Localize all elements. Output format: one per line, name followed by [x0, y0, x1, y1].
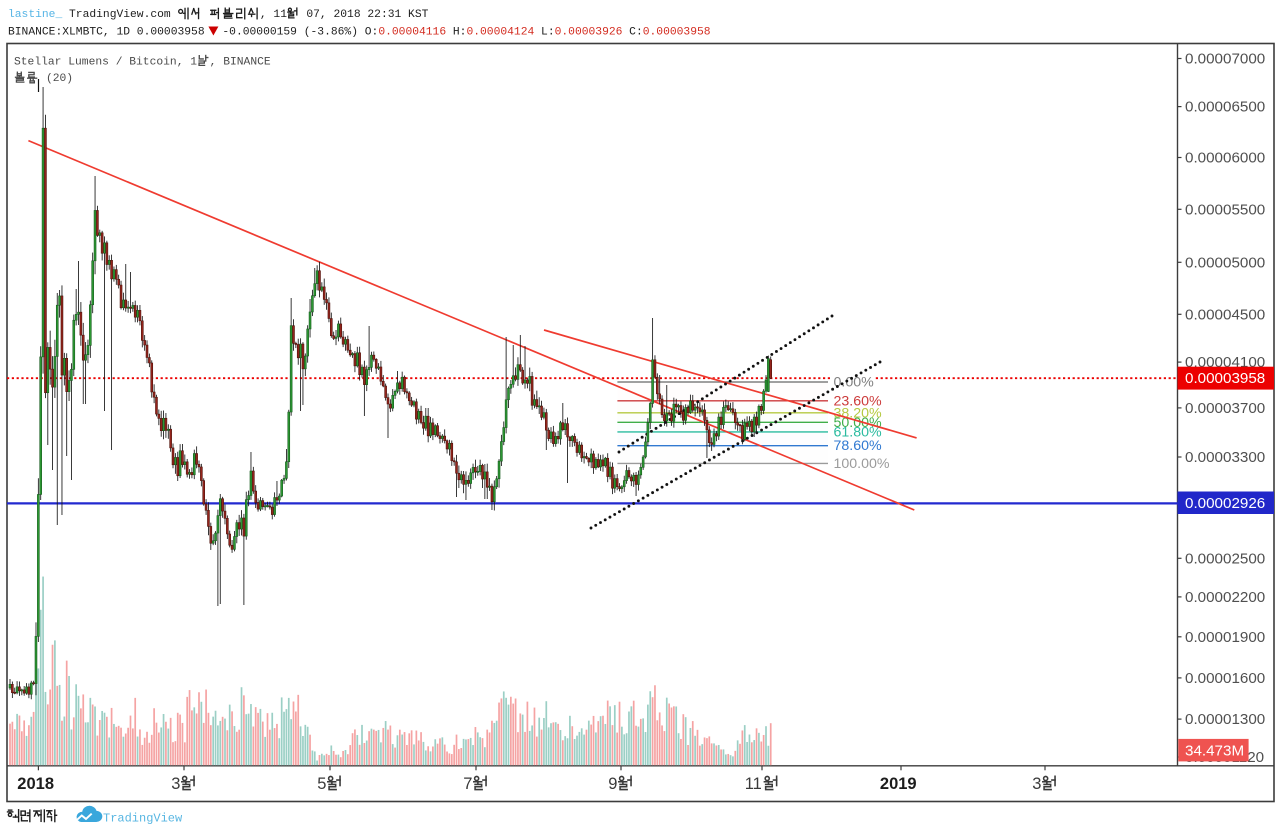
svg-text:lastine_: lastine_ [8, 9, 62, 21]
svg-text:11: 11 [745, 775, 762, 793]
svg-text:0.00002200: 0.00002200 [1185, 589, 1265, 606]
svg-text:0.00003958: 0.00003958 [643, 27, 711, 39]
svg-text:0.00005000: 0.00005000 [1185, 254, 1265, 271]
svg-text:2019: 2019 [880, 775, 917, 793]
svg-text:7: 7 [463, 775, 472, 793]
svg-text:2018: 2018 [17, 775, 54, 793]
svg-text:0.00004116: 0.00004116 [378, 27, 446, 39]
svg-text:9: 9 [608, 775, 617, 793]
svg-text:3: 3 [171, 775, 180, 793]
svg-text:0.00003700: 0.00003700 [1185, 400, 1265, 417]
svg-text:5: 5 [317, 775, 326, 793]
svg-text:0.00005500: 0.00005500 [1185, 201, 1265, 218]
svg-text:0.00004500: 0.00004500 [1185, 306, 1265, 323]
svg-text:78.60%: 78.60% [834, 438, 883, 454]
svg-text:0.00003926: 0.00003926 [555, 27, 623, 39]
svg-text:0.00003300: 0.00003300 [1185, 449, 1265, 466]
svg-text:61.80%: 61.80% [834, 424, 883, 440]
svg-text:0.00004124: 0.00004124 [466, 27, 534, 39]
svg-text:07, 2018 22:31 KST: 07, 2018 22:31 KST [300, 9, 429, 21]
svg-text:0.00006500: 0.00006500 [1185, 99, 1265, 116]
svg-text:L:: L: [534, 27, 554, 39]
svg-text:TradingView.com: TradingView.com [69, 9, 177, 21]
svg-text:0.00001300: 0.00001300 [1185, 711, 1265, 728]
svg-text:0.00003958: 0.00003958 [1185, 370, 1265, 387]
svg-text:23.60%: 23.60% [834, 393, 883, 409]
svg-text:0.00001900: 0.00001900 [1185, 629, 1265, 646]
svg-text:BINANCE:XLMBTC, 1D 0.00003958: BINANCE:XLMBTC, 1D 0.00003958 [8, 27, 211, 39]
svg-text:3: 3 [1032, 775, 1041, 793]
svg-text:0.00%: 0.00% [834, 375, 875, 391]
svg-text:0.00007000: 0.00007000 [1185, 51, 1265, 68]
svg-text:50.00%: 50.00% [834, 415, 883, 431]
svg-text:0.00002500: 0.00002500 [1185, 550, 1265, 567]
svg-text:, BINANCE: , BINANCE [210, 57, 271, 69]
svg-text:0.00002926: 0.00002926 [1185, 495, 1265, 512]
svg-text:Stellar Lumens / Bitcoin, 1: Stellar Lumens / Bitcoin, 1 [14, 57, 197, 69]
svg-text:TradingView: TradingView [103, 812, 183, 826]
svg-text:0.00006000: 0.00006000 [1185, 150, 1265, 167]
svg-text:H:: H: [446, 27, 466, 39]
svg-text:0.00001600: 0.00001600 [1185, 670, 1265, 687]
svg-text:C:: C: [622, 27, 642, 39]
svg-text:100.00%: 100.00% [834, 456, 890, 472]
svg-text:34.473M: 34.473M [1185, 743, 1244, 760]
svg-text:-0.00000159 (-3.86%) O:: -0.00000159 (-3.86%) O: [222, 27, 378, 39]
svg-text:(20): (20) [39, 73, 73, 85]
svg-text:, 11: , 11 [260, 9, 287, 21]
